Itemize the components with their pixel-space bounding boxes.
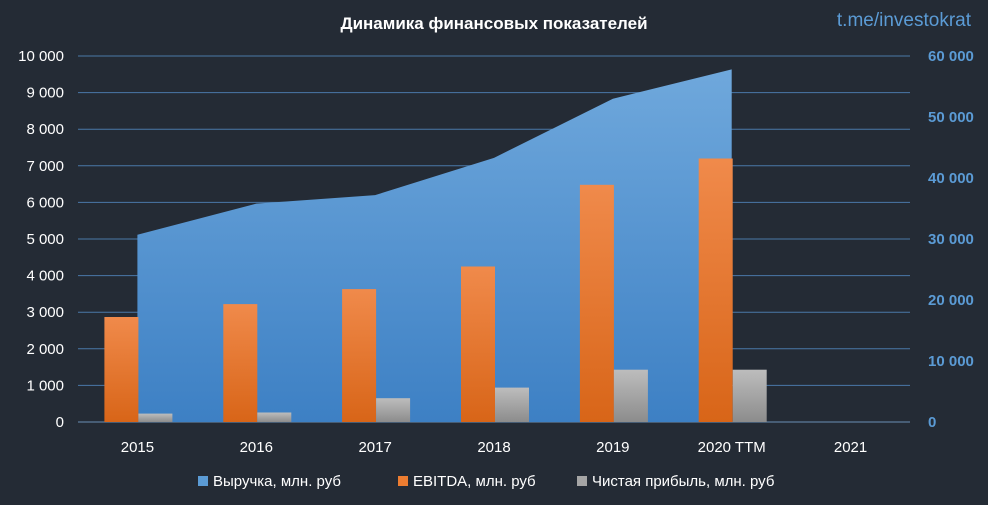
ebitda-bar: [698, 158, 733, 422]
chart-title: Динамика финансовых показателей: [340, 14, 647, 33]
left-tick-label: 3 000: [26, 304, 64, 321]
net-profit-bar: [257, 412, 292, 422]
left-tick-label: 5 000: [26, 231, 64, 248]
left-tick-label: 6 000: [26, 194, 64, 211]
net-profit-bar: [613, 369, 648, 422]
x-tick-label: 2018: [477, 439, 510, 456]
right-tick-label: 50 000: [928, 109, 974, 126]
left-tick-label: 2 000: [26, 341, 64, 358]
right-tick-label: 0: [928, 414, 936, 431]
ebitda-bar: [461, 266, 495, 422]
x-tick-label: 2016: [240, 439, 273, 456]
x-tick-label: 2019: [596, 439, 629, 456]
watermark-text: t.me/investokrat: [837, 10, 972, 31]
right-tick-label: 10 000: [928, 353, 974, 370]
x-tick-label: 2021: [834, 439, 867, 456]
x-tick-label: 2015: [121, 439, 154, 456]
right-tick-label: 40 000: [928, 170, 974, 187]
right-axis: 0 10 000 20 000 30 000 40 000 50 000 60 000: [928, 48, 974, 431]
left-tick-label: 0: [56, 414, 64, 431]
legend: Выручка, млн. руб EBITDA, млн. руб Чистая …: [198, 473, 774, 490]
left-tick-label: 10 000: [18, 48, 64, 65]
legend-swatch: [398, 476, 408, 486]
x-tick-label: 2017: [358, 439, 391, 456]
left-axis: 0 1 000 2 000 3 000 4 000 5 000 6 000 7 000 8 00…: [18, 48, 64, 431]
right-tick-label: 30 000: [928, 231, 974, 248]
bars-layer: [104, 158, 767, 422]
left-tick-label: 9 000: [26, 85, 64, 102]
x-tick-label: 2020 TTM: [698, 439, 766, 456]
left-tick-label: 8 000: [26, 121, 64, 138]
left-tick-label: 1 000: [26, 377, 64, 394]
net-profit-bar: [495, 387, 529, 422]
legend-swatch: [198, 476, 208, 486]
legend-swatch: [577, 476, 587, 486]
legend-label: EBITDA, млн. руб: [413, 473, 536, 490]
net-profit-bar: [376, 398, 411, 422]
ebitda-bar: [342, 289, 377, 422]
left-tick-label: 7 000: [26, 158, 64, 175]
legend-label: Чистая прибыль, млн. руб: [592, 473, 774, 490]
left-tick-label: 4 000: [26, 268, 64, 285]
ebitda-bar: [223, 304, 258, 422]
right-tick-label: 20 000: [928, 292, 974, 309]
ebitda-bar: [579, 184, 614, 422]
right-tick-label: 60 000: [928, 48, 974, 65]
ebitda-bar: [104, 317, 139, 422]
x-axis: 2015 2016 2017 2018 2019 2020 TTM 2021: [121, 439, 868, 456]
net-profit-bar: [138, 413, 173, 422]
legend-label: Выручка, млн. руб: [213, 473, 341, 490]
net-profit-bar: [732, 369, 767, 422]
